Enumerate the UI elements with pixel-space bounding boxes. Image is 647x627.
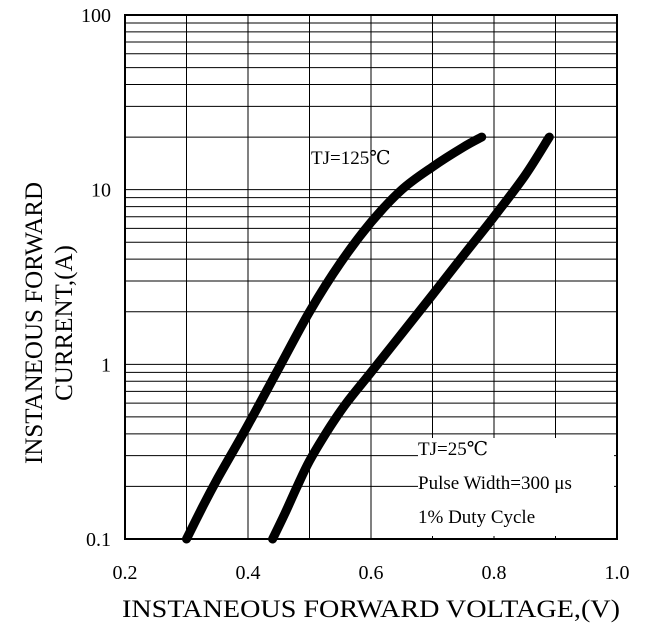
y-tick-label: 1	[101, 354, 111, 376]
annotation-tj125: TJ=125℃	[311, 148, 390, 169]
y-tick-label: 100	[81, 5, 111, 27]
plot-frame	[124, 14, 618, 540]
x-tick-label: 1.0	[605, 562, 630, 584]
series-line-tj125	[182, 132, 487, 544]
x-axis-title: INSTANEOUS FORWARD VOLTAGE,(V)	[122, 596, 620, 623]
legend-box-background	[418, 438, 614, 536]
data-curves	[182, 132, 554, 544]
x-tick-label: 0.8	[482, 562, 507, 584]
x-tick-labels: 0.2 0.4 0.6 0.8 1.0	[113, 562, 630, 584]
y-axis-title-line1: INSTANEOUS FORWARD	[21, 182, 48, 464]
annotation-duty-cycle: 1% Duty Cycle	[418, 507, 535, 528]
y-tick-label: 0.1	[86, 529, 111, 551]
x-tick-label: 0.6	[359, 562, 384, 584]
y-axis-title-line2: CURRENT,(A)	[51, 245, 78, 401]
y-tick-label: 10	[91, 180, 111, 202]
x-tick-label: 0.4	[236, 562, 261, 584]
series-line-tj25	[268, 132, 554, 544]
x-tick-label: 0.2	[113, 562, 138, 584]
annotation-pulse-width: Pulse Width=300 μs	[418, 473, 572, 494]
annotation-tj25: TJ=25℃	[418, 439, 488, 460]
y-tick-labels: 0.1 1 10 100	[81, 5, 111, 551]
